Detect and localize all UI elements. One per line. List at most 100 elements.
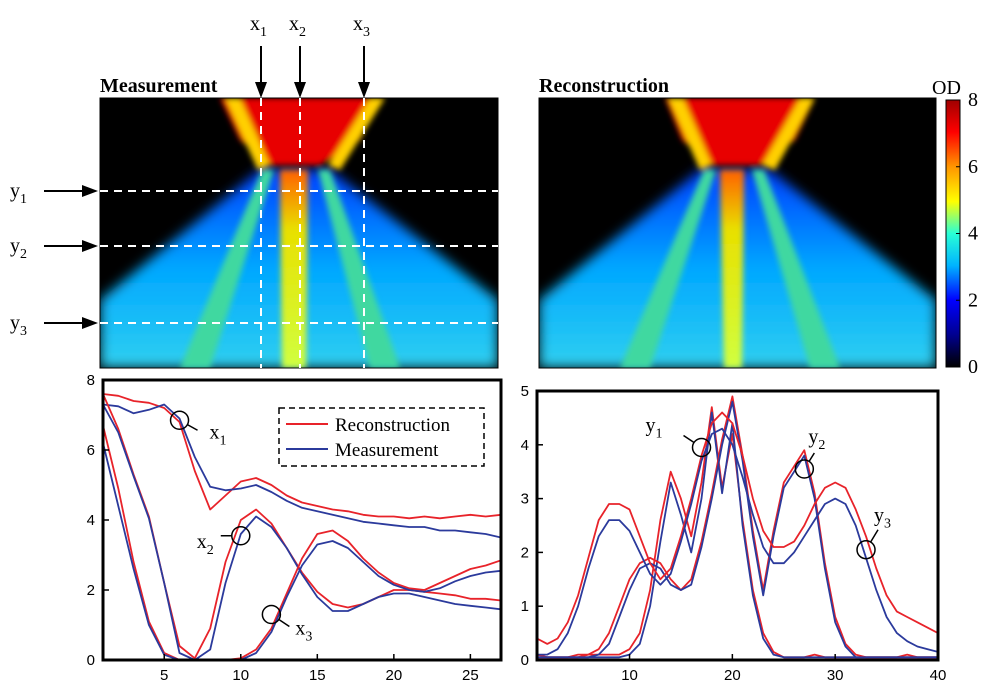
y-tick-label: 1 <box>521 598 529 615</box>
series-line-y1-measurement <box>537 411 938 659</box>
annotation-y1: y1 <box>646 414 712 458</box>
legend: Reconstruction Measurement <box>278 407 485 467</box>
annotation-circle <box>169 410 190 430</box>
annotation-circle <box>691 437 712 458</box>
y-tick-label: 2 <box>521 544 529 561</box>
annotation-leader <box>278 618 290 628</box>
y-tick-label: 8 <box>87 372 95 389</box>
annotation-y3: y3 <box>856 505 891 560</box>
series-line-y2-measurement <box>537 400 938 659</box>
annotation-x3: x3 <box>261 604 312 645</box>
y-tick-label: 0 <box>521 652 529 669</box>
annotation-sub: 1 <box>220 433 227 448</box>
annotation-letter: x <box>197 531 207 553</box>
annotation-label: y3 <box>874 505 891 532</box>
annotation-label: x3 <box>295 618 312 645</box>
x1-marker-sub: 1 <box>260 25 267 40</box>
annotation-letter: y <box>808 426 818 448</box>
annotation-letter: y <box>646 414 656 436</box>
annotation-sub: 2 <box>818 438 825 453</box>
annotation-sub: 3 <box>884 517 891 532</box>
y-guide-lines <box>100 190 498 324</box>
y3-marker: y3 <box>10 312 98 339</box>
x3-marker-letter: x <box>353 13 363 35</box>
x3-marker: x3 <box>353 13 370 98</box>
measurement-title: Measurement <box>100 75 218 97</box>
svg-text:x3: x3 <box>353 13 370 40</box>
series-line-y1-reconstruction <box>537 406 938 659</box>
annotation-leader <box>187 423 198 431</box>
y-tick-label: 3 <box>521 491 529 508</box>
legend-measurement: Measurement <box>335 440 439 461</box>
y2-marker-sub: 2 <box>20 247 27 262</box>
y-tick-label: 5 <box>521 383 529 400</box>
y-tick-label: 6 <box>87 442 95 459</box>
series-line-y3-measurement <box>537 427 938 656</box>
x-tick-label: 20 <box>724 667 741 684</box>
annotation-label: x2 <box>197 531 214 558</box>
annotation-circle <box>856 539 876 560</box>
x1-marker-letter: x <box>250 13 260 35</box>
x-markers: x1 x2 x3 <box>250 13 370 98</box>
colorbar-tick-label: 8 <box>968 89 978 111</box>
reconstruction-title: Reconstruction <box>539 75 669 97</box>
y-markers: y1 y2 y3 <box>10 180 98 339</box>
y2-marker: y2 <box>10 235 98 262</box>
x3-marker-sub: 3 <box>363 25 370 40</box>
annotation-leader <box>870 529 879 543</box>
annotation-label: x1 <box>210 421 227 448</box>
legend-reconstruction: Reconstruction <box>335 415 451 436</box>
y-tick-label: 2 <box>87 582 95 599</box>
series-line-x1-reconstruction <box>103 393 501 520</box>
annotation-sub: 3 <box>305 630 312 645</box>
reconstruction-image <box>538 97 937 369</box>
svg-text:y2: y2 <box>10 235 27 262</box>
annotation-label: y1 <box>646 414 663 441</box>
annotation-letter: y <box>874 505 884 527</box>
x-tick-label: 15 <box>309 667 326 684</box>
colorbar-tick-label: 2 <box>968 289 978 311</box>
annotation-leader <box>808 452 815 462</box>
y-tick-label: 4 <box>87 512 95 529</box>
x1-marker: x1 <box>250 13 267 98</box>
series-line-x3-measurement <box>103 442 501 660</box>
colorbar: OD 0 2 4 6 8 <box>932 77 978 378</box>
series-line-x3-reconstruction <box>103 425 501 660</box>
x-tick-label: 40 <box>930 667 947 684</box>
x-tick-label: 25 <box>462 667 479 684</box>
annotation-sub: 1 <box>656 426 663 441</box>
y3-marker-sub: 3 <box>20 324 27 339</box>
annotation-circle <box>794 459 815 479</box>
x2-marker-sub: 2 <box>299 25 306 40</box>
y3-marker-letter: y <box>10 312 20 334</box>
x-tick-label: 30 <box>827 667 844 684</box>
svg-text:x2: x2 <box>289 13 306 40</box>
annotation-label: y2 <box>808 426 825 453</box>
annotation-letter: x <box>295 618 305 640</box>
colorbar-tick-label: 4 <box>968 223 978 245</box>
svg-text:y3: y3 <box>10 312 27 339</box>
series-line-x1-measurement <box>103 403 501 539</box>
x2-marker: x2 <box>289 13 306 98</box>
x-tick-label: 10 <box>232 667 249 684</box>
y1-marker-sub: 1 <box>20 192 27 207</box>
colorbar-tick-label: 6 <box>968 156 978 178</box>
svg-text:y1: y1 <box>10 180 27 207</box>
series-line-y3-reconstruction <box>537 411 938 645</box>
annotation-x2: x2 <box>197 526 251 558</box>
y2-marker-letter: y <box>10 235 20 257</box>
svg-text:x1: x1 <box>250 13 267 40</box>
annotation-x1: x1 <box>169 410 227 448</box>
x-tick-label: 10 <box>621 667 638 684</box>
y1-marker: y1 <box>10 180 98 207</box>
annotation-sub: 2 <box>207 543 214 558</box>
y-tick-label: 4 <box>521 437 529 454</box>
annotation-circle <box>261 604 282 625</box>
annotation-leader <box>683 434 695 444</box>
colorbar-label: OD <box>932 77 961 99</box>
x2-marker-letter: x <box>289 13 299 35</box>
series-line-x2-measurement <box>103 404 501 660</box>
